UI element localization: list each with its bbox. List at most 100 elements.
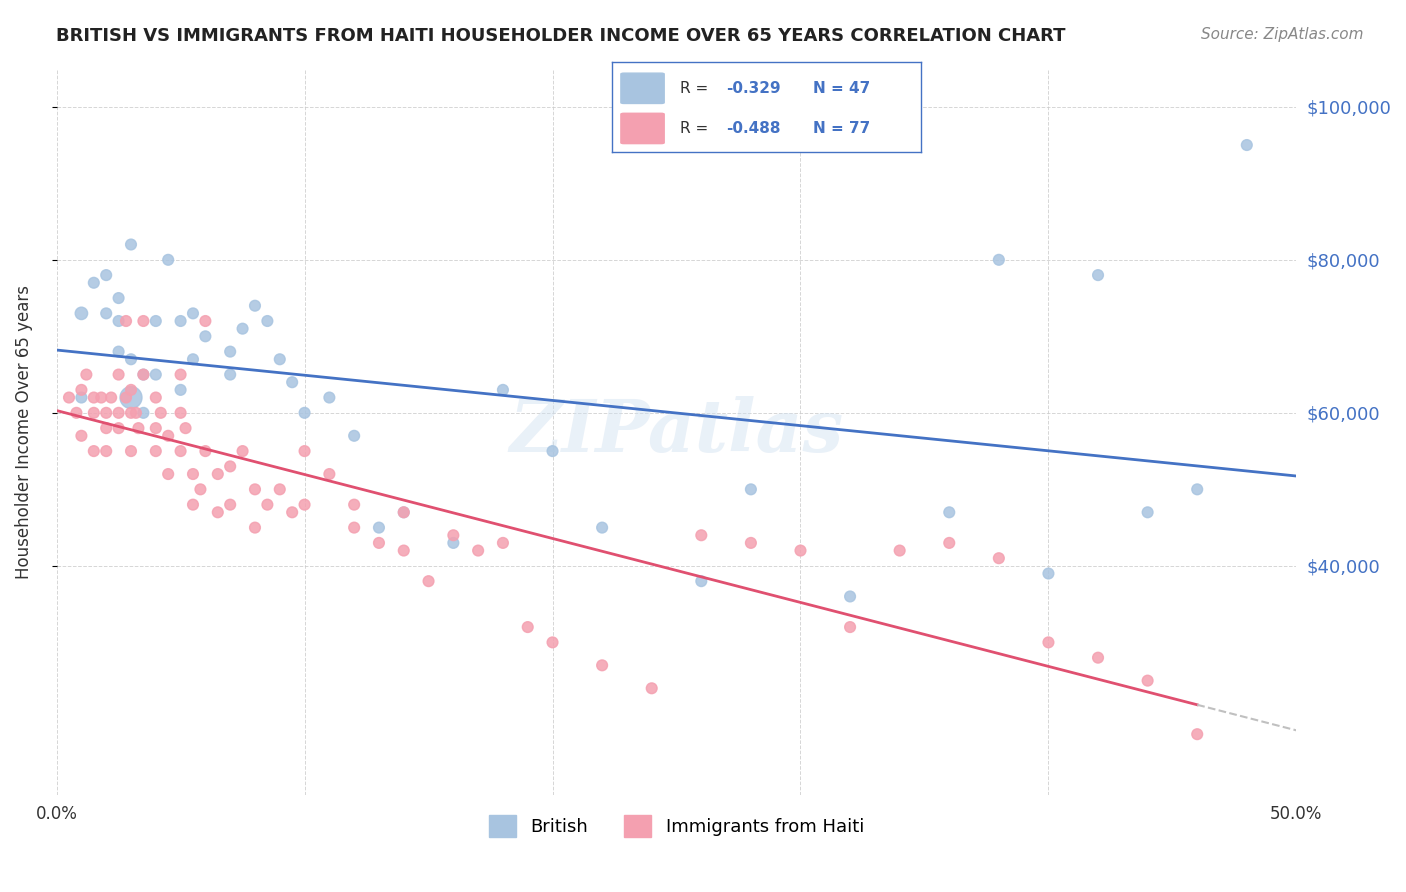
- Point: [492, 383, 515, 397]
- Point: [1187, 483, 1209, 497]
- Point: [83, 406, 105, 420]
- Point: [107, 406, 129, 420]
- Text: Source: ZipAtlas.com: Source: ZipAtlas.com: [1201, 27, 1364, 42]
- Point: [115, 391, 138, 405]
- Point: [194, 329, 217, 343]
- Point: [169, 314, 191, 328]
- Point: [591, 520, 613, 534]
- Point: [181, 352, 204, 367]
- Point: [343, 520, 366, 534]
- Point: [516, 620, 538, 634]
- Point: [392, 505, 415, 519]
- Point: [987, 252, 1010, 267]
- Point: [157, 467, 180, 481]
- Point: [115, 314, 138, 328]
- Point: [938, 536, 960, 550]
- Point: [281, 376, 304, 390]
- Point: [232, 321, 254, 335]
- Legend: British, Immigrants from Haiti: British, Immigrants from Haiti: [482, 808, 872, 845]
- Point: [132, 368, 155, 382]
- Point: [100, 391, 122, 405]
- Point: [132, 314, 155, 328]
- Point: [125, 406, 148, 420]
- Point: [169, 383, 191, 397]
- Point: [1236, 138, 1258, 153]
- Point: [181, 498, 204, 512]
- Point: [107, 421, 129, 435]
- Point: [107, 344, 129, 359]
- Point: [157, 252, 180, 267]
- Point: [157, 429, 180, 443]
- Point: [690, 574, 713, 589]
- Point: [107, 314, 129, 328]
- Point: [938, 505, 960, 519]
- FancyBboxPatch shape: [621, 113, 664, 144]
- Point: [132, 406, 155, 420]
- Point: [343, 429, 366, 443]
- Point: [190, 483, 212, 497]
- Point: [1087, 650, 1109, 665]
- Text: ZIPatlas: ZIPatlas: [509, 396, 844, 467]
- Point: [96, 268, 118, 282]
- Text: N = 47: N = 47: [813, 81, 870, 95]
- Point: [83, 276, 105, 290]
- Text: -0.329: -0.329: [725, 81, 780, 95]
- Point: [120, 406, 142, 420]
- Point: [174, 421, 197, 435]
- Point: [96, 444, 118, 458]
- Text: BRITISH VS IMMIGRANTS FROM HAITI HOUSEHOLDER INCOME OVER 65 YEARS CORRELATION CH: BRITISH VS IMMIGRANTS FROM HAITI HOUSEHO…: [56, 27, 1066, 45]
- Point: [1187, 727, 1209, 741]
- Point: [145, 421, 167, 435]
- Point: [96, 306, 118, 320]
- Point: [194, 444, 217, 458]
- Point: [256, 498, 278, 512]
- Point: [169, 406, 191, 420]
- Y-axis label: Householder Income Over 65 years: Householder Income Over 65 years: [15, 285, 32, 579]
- Point: [96, 421, 118, 435]
- Point: [207, 505, 229, 519]
- Text: R =: R =: [679, 81, 713, 95]
- Point: [368, 520, 391, 534]
- Point: [107, 291, 129, 305]
- Point: [70, 306, 93, 320]
- Point: [120, 383, 142, 397]
- Point: [318, 467, 340, 481]
- Point: [219, 459, 242, 474]
- Point: [120, 391, 142, 405]
- Point: [318, 391, 340, 405]
- Point: [1038, 566, 1060, 581]
- Point: [181, 306, 204, 320]
- Point: [83, 444, 105, 458]
- Point: [243, 299, 266, 313]
- Text: R =: R =: [679, 121, 713, 136]
- Point: [889, 543, 911, 558]
- Point: [591, 658, 613, 673]
- Point: [169, 444, 191, 458]
- Point: [120, 352, 142, 367]
- Point: [418, 574, 440, 589]
- FancyBboxPatch shape: [621, 73, 664, 103]
- Point: [70, 391, 93, 405]
- Point: [1038, 635, 1060, 649]
- Point: [294, 444, 316, 458]
- Point: [120, 444, 142, 458]
- Point: [70, 383, 93, 397]
- Point: [58, 391, 80, 405]
- Point: [96, 406, 118, 420]
- Point: [256, 314, 278, 328]
- Point: [541, 444, 564, 458]
- Point: [740, 536, 762, 550]
- Point: [740, 483, 762, 497]
- Point: [145, 368, 167, 382]
- Point: [132, 368, 155, 382]
- Point: [120, 237, 142, 252]
- Point: [987, 551, 1010, 566]
- Point: [70, 429, 93, 443]
- Point: [145, 314, 167, 328]
- Point: [219, 344, 242, 359]
- Point: [839, 590, 862, 604]
- Point: [65, 406, 87, 420]
- Point: [343, 498, 366, 512]
- Point: [1136, 673, 1159, 688]
- Point: [149, 406, 172, 420]
